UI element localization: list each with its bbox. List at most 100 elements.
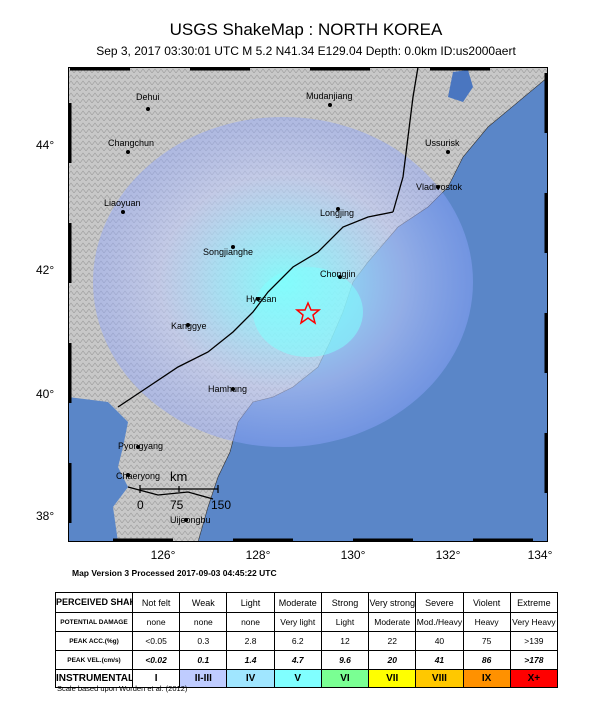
legend-row-damage: POTENTIAL DAMAGE none none none Very lig… <box>55 612 559 632</box>
legend-cell: Mod./Heavy <box>415 612 464 632</box>
lat-label-40: 40° <box>36 387 55 401</box>
city-marker-longjing <box>336 207 340 211</box>
city-label-kanggye: Kanggye <box>171 321 207 331</box>
scale-bar: km 0 75 150 <box>137 469 231 512</box>
legend-cell: Heavy <box>462 612 511 632</box>
lat-label-44: 44° <box>36 138 55 152</box>
legend-row-acc: PEAK ACC.(%g) <0.05 0.3 2.8 6.2 12 22 40… <box>55 631 559 651</box>
legend-cell: Weak <box>179 592 228 613</box>
city-label-mudanjiang: Mudanjiang <box>306 91 353 101</box>
legend-mmi-9: IX <box>462 669 511 688</box>
city-marker-dehui <box>146 107 150 111</box>
border-china-nk <box>117 211 394 408</box>
scale-bar-unit: km <box>170 469 187 484</box>
lon-label-134: 134° <box>527 548 553 562</box>
legend-cell: Not felt <box>131 592 181 613</box>
legend-cell: Very light <box>273 612 322 632</box>
legend-mmi-4: IV <box>226 669 275 688</box>
shakemap: Dehui Mudanjiang Changchun Ussurisk Liao… <box>68 67 548 542</box>
legend-mmi-10: X+ <box>509 669 559 688</box>
epicenter-star <box>294 301 322 325</box>
legend-cell: Strong <box>320 592 370 613</box>
legend-cell: Very strong <box>368 592 417 613</box>
legend-header-vel: PEAK VEL.(cm/s) <box>55 650 133 670</box>
legend-row-mmi: INSTRUMENTAL INTENSITY I II-III IV V VI … <box>55 669 559 688</box>
city-label-hyesan: Hyesan <box>246 294 277 304</box>
shakemap-svg: Dehui Mudanjiang Changchun Ussurisk Liao… <box>68 67 548 542</box>
legend-cell: >178 <box>509 650 559 670</box>
legend-cell: Extreme <box>509 592 559 613</box>
legend-header-acc: PEAK ACC.(%g) <box>55 631 133 651</box>
city-label-hamhung: Hamhung <box>208 384 247 394</box>
legend-cell: <0.05 <box>131 631 181 651</box>
legend-cell: Very Heavy <box>509 612 559 632</box>
legend-cell: Light <box>226 592 275 613</box>
intensity-zone-inner <box>253 267 363 357</box>
map-frame <box>68 67 548 542</box>
legend-cell: Violent <box>462 592 511 613</box>
city-marker-hamhung <box>231 387 235 391</box>
legend-mmi-6: VI <box>320 669 370 688</box>
lake-khanka <box>448 70 473 102</box>
border-dmz <box>127 486 214 500</box>
lon-label-126: 126° <box>150 548 176 562</box>
legend-cell: Light <box>320 612 370 632</box>
city-marker-vladivostok <box>436 185 440 189</box>
legend-cell: >139 <box>509 631 559 651</box>
footnote: Scale based upon Worden et al. (2012) <box>57 684 188 693</box>
city-marker-liaoyuan <box>121 210 125 214</box>
city-label-songjianghe: Songjianghe <box>203 247 253 257</box>
city-label-chongjin: Chongjin <box>320 269 356 279</box>
legend-cell: none <box>131 612 181 632</box>
lat-label-38: 38° <box>36 509 55 523</box>
city-label-uijeongbu: Uijeongbu <box>170 515 211 525</box>
city-label-liaoyuan: Liaoyuan <box>104 198 141 208</box>
legend-cell: 20 <box>368 650 417 670</box>
city-marker-mudanjiang <box>328 103 332 107</box>
legend-header-shaking: PERCEIVED SHAKING <box>55 592 133 613</box>
legend-mmi-1: I <box>131 669 181 688</box>
legend-mmi-2-3: II-III <box>179 669 228 688</box>
city-label-changchun: Changchun <box>108 138 154 148</box>
legend-cell: 12 <box>320 631 370 651</box>
legend-row-vel: PEAK VEL.(cm/s) <0.02 0.1 1.4 4.7 9.6 20… <box>55 650 559 670</box>
legend-cell: none <box>226 612 275 632</box>
scale-bar-tick-0: 0 <box>137 498 144 512</box>
city-label-chaeryong: Chaeryong <box>116 471 160 481</box>
legend-cell: 4.7 <box>273 650 322 670</box>
city-marker-songjianghe <box>231 245 235 249</box>
map-title: USGS ShakeMap : NORTH KOREA <box>169 20 443 39</box>
scale-bar-tick-150: 150 <box>211 498 231 512</box>
city-marker-kanggye <box>186 323 190 327</box>
legend-row-shaking: PERCEIVED SHAKING Not felt Weak Light Mo… <box>55 592 559 613</box>
event-info: Sep 3, 2017 03:30:01 UTC M 5.2 N41.34 E1… <box>96 44 516 58</box>
legend-cell: Severe <box>415 592 464 613</box>
legend-cell: 0.1 <box>179 650 228 670</box>
legend-cell: 2.8 <box>226 631 275 651</box>
city-marker-ussurisk <box>446 150 450 154</box>
city-label-vladivostok: Vladivostok <box>416 182 463 192</box>
legend-cell: Moderate <box>273 592 322 613</box>
legend-cell: 9.6 <box>320 650 370 670</box>
legend-cell: 86 <box>462 650 511 670</box>
city-label-dehui: Dehui <box>136 92 160 102</box>
legend-cell: 40 <box>415 631 464 651</box>
legend-cell: 41 <box>415 650 464 670</box>
legend-cell: none <box>179 612 228 632</box>
intensity-legend: PERCEIVED SHAKING Not felt Weak Light Mo… <box>55 592 559 688</box>
legend-cell: 1.4 <box>226 650 275 670</box>
city-marker-hyesan <box>256 297 260 301</box>
scale-bar-tick-75: 75 <box>170 498 184 512</box>
city-marker-chongjin <box>338 275 342 279</box>
city-marker-pyongyang <box>136 445 140 449</box>
lon-label-130: 130° <box>340 548 366 562</box>
lon-label-132: 132° <box>435 548 461 562</box>
legend-mmi-8: VIII <box>415 669 464 688</box>
city-marker-changchun <box>126 150 130 154</box>
legend-cell: Moderate <box>368 612 417 632</box>
map-version: Map Version 3 Processed 2017-09-03 04:45… <box>72 568 277 578</box>
lon-label-128: 128° <box>245 548 271 562</box>
city-label-longjing: Longjing <box>320 208 354 218</box>
legend-cell: <0.02 <box>131 650 181 670</box>
lat-label-42: 42° <box>36 263 55 277</box>
